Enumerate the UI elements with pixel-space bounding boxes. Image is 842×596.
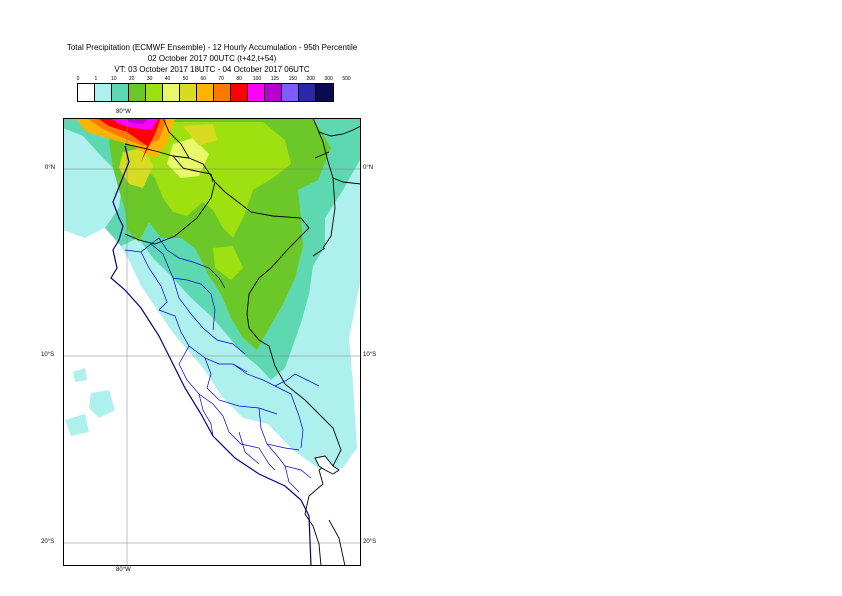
border-colombia-brazil [162,118,214,183]
legend-swatch-11 [265,84,282,101]
legend-swatch-2 [112,84,129,101]
chart-title-line2: 02 October 2017 00UTC (t+42,t+54) [147,54,277,63]
border-brazil-venezuela [312,118,361,249]
legend-label-0: 0 [76,76,80,82]
map-frame [63,118,361,566]
precip-area-1mm-patch-a [89,390,115,418]
legend-label-14: 300 [324,76,333,82]
lon-label-bottom: 80°W [116,567,131,573]
legend-label-2: 10 [111,76,117,82]
legend-swatch-5 [163,84,180,101]
legend-swatch-14 [316,84,333,101]
legend-swatch-10 [248,84,265,101]
precip-area-50mm-b [183,124,217,146]
legend-label-15: 500 [342,76,351,82]
precipitation-map [63,118,361,566]
border-right-east [312,125,361,257]
legend-label-4: 30 [146,76,153,82]
legend-colorbar [77,83,334,102]
border-bolivia-chile [328,519,346,566]
legend-swatch-9 [231,84,248,101]
legend-label-12: 150 [288,76,297,82]
legend-label-11: 125 [270,76,280,82]
lat-label-right-20: 20°S [363,539,377,545]
lat-label-left-10: 10°S [41,352,55,358]
lat-label-right-0: 0°N [363,165,374,171]
legend-swatch-3 [129,84,146,101]
legend-swatch-8 [214,84,231,101]
coastline [110,145,312,566]
lat-label-left-0: 0°N [45,165,56,171]
legend-swatch-7 [197,84,214,101]
chart-title-line1: Total Precipitation (ECMWF Ensemble) - 1… [66,43,358,52]
legend-label-8: 70 [218,76,224,82]
legend-label-5: 40 [164,76,171,82]
legend-label-9: 80 [236,76,242,82]
precip-area-1mm-patch-c [73,368,87,382]
legend-swatch-13 [299,84,316,101]
legend-swatch-6 [180,84,197,101]
lake-titicaca [314,455,340,475]
chart-title-line3: VT: 03 October 2017 18UTC - 04 October 2… [114,65,310,74]
legend-label-10: 100 [252,76,262,82]
peru-department-lines [124,237,320,493]
border-peru-brazil [214,181,342,467]
precip-area-30mm-b [213,246,243,280]
lat-label-right-10: 10°S [363,352,377,358]
precip-area-1mm-patch-b [65,414,89,436]
legend-label-6: 50 [182,76,189,82]
precip-area-100mm [111,118,159,130]
legend-label-3: 20 [128,76,135,82]
border-peru-bolivia [304,463,328,566]
lat-label-left-20: 20°S [41,539,55,545]
legend-label-7: 60 [200,76,207,82]
legend-swatch-12 [282,84,299,101]
legend-label-13: 200 [306,76,315,82]
lon-label-top: 80°W [116,109,131,115]
legend-swatch-1 [95,84,112,101]
legend-swatch-4 [146,84,163,101]
legend-swatch-0 [78,84,95,101]
legend-label-1: 1 [94,76,98,82]
precip-area-125mm [125,118,149,124]
